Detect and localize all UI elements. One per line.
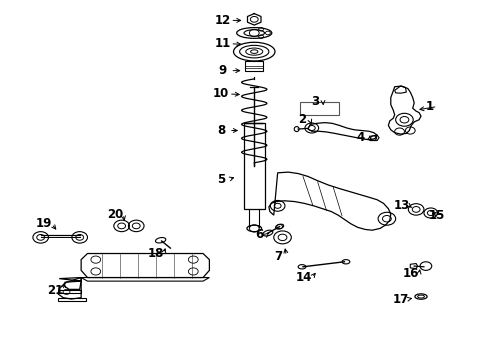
- Text: 17: 17: [391, 293, 408, 306]
- Text: 1: 1: [425, 100, 433, 113]
- Text: 16: 16: [402, 267, 419, 280]
- Text: 4: 4: [356, 131, 364, 144]
- Text: 11: 11: [214, 37, 230, 50]
- Text: 12: 12: [214, 14, 230, 27]
- Text: 14: 14: [295, 271, 311, 284]
- Text: 6: 6: [254, 228, 263, 241]
- Text: 10: 10: [213, 87, 229, 100]
- Text: 2: 2: [297, 113, 305, 126]
- Text: 19: 19: [35, 217, 52, 230]
- Text: 9: 9: [218, 64, 226, 77]
- Text: 15: 15: [428, 209, 445, 222]
- Text: 8: 8: [217, 124, 225, 137]
- Text: 13: 13: [392, 199, 409, 212]
- Text: 18: 18: [147, 247, 163, 260]
- Text: 5: 5: [217, 173, 225, 186]
- Text: 21: 21: [47, 284, 63, 297]
- Text: 3: 3: [310, 95, 319, 108]
- Text: 20: 20: [107, 208, 123, 221]
- Text: 7: 7: [274, 249, 282, 262]
